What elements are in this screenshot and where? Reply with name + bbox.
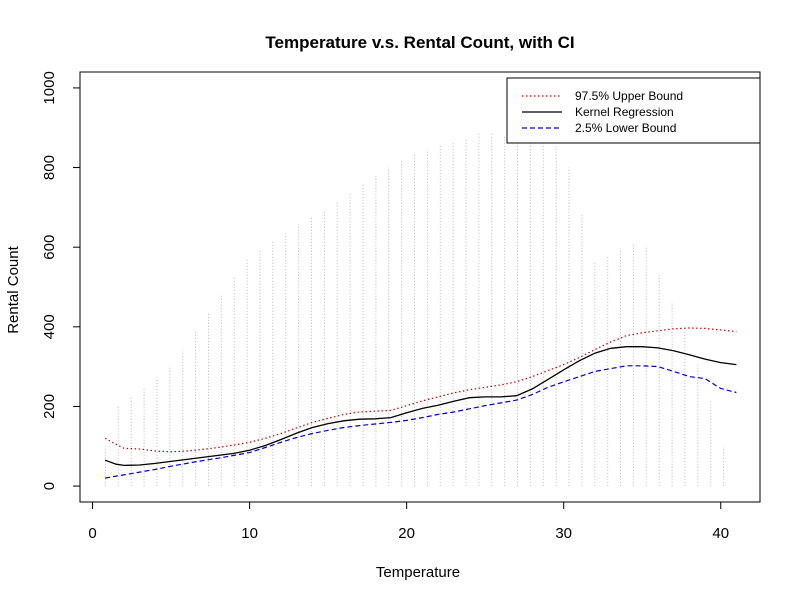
x-tick-label: 30 (555, 525, 572, 542)
legend-label-0: 97.5% Upper Bound (575, 89, 683, 103)
legend: 97.5% Upper Bound Kernel Regression 2.5% L… (506, 77, 761, 144)
series-line-2 (104, 365, 737, 479)
y-tick-label: 400 (41, 314, 58, 339)
y-tick-label: 200 (41, 394, 58, 419)
y-tick-label: 0 (41, 482, 58, 490)
series-line-1 (104, 346, 737, 467)
chart-title: Temperature v.s. Rental Count, with CI (265, 33, 574, 52)
x-tick-label: 40 (712, 525, 729, 542)
legend-box (506, 77, 761, 144)
y-axis: 0 200 400 600 800 1000 (41, 71, 81, 490)
y-tick-label: 800 (41, 155, 58, 180)
y-tick-label: 600 (41, 235, 58, 260)
series-line-0 (104, 327, 737, 453)
legend-label-2: 2.5% Lower Bound (575, 121, 676, 135)
y-tick-label: 1000 (41, 71, 58, 104)
legend-label-1: Kernel Regression (575, 105, 674, 119)
x-axis: 0 10 20 30 40 (88, 501, 729, 542)
x-axis-label: Temperature (376, 564, 460, 581)
x-tick-label: 0 (88, 525, 96, 542)
x-tick-label: 20 (398, 525, 415, 542)
x-tick-label: 10 (241, 525, 258, 542)
series-layer (104, 327, 737, 479)
y-axis-label: Rental Count (5, 245, 22, 333)
data-point-cloud (104, 133, 725, 486)
